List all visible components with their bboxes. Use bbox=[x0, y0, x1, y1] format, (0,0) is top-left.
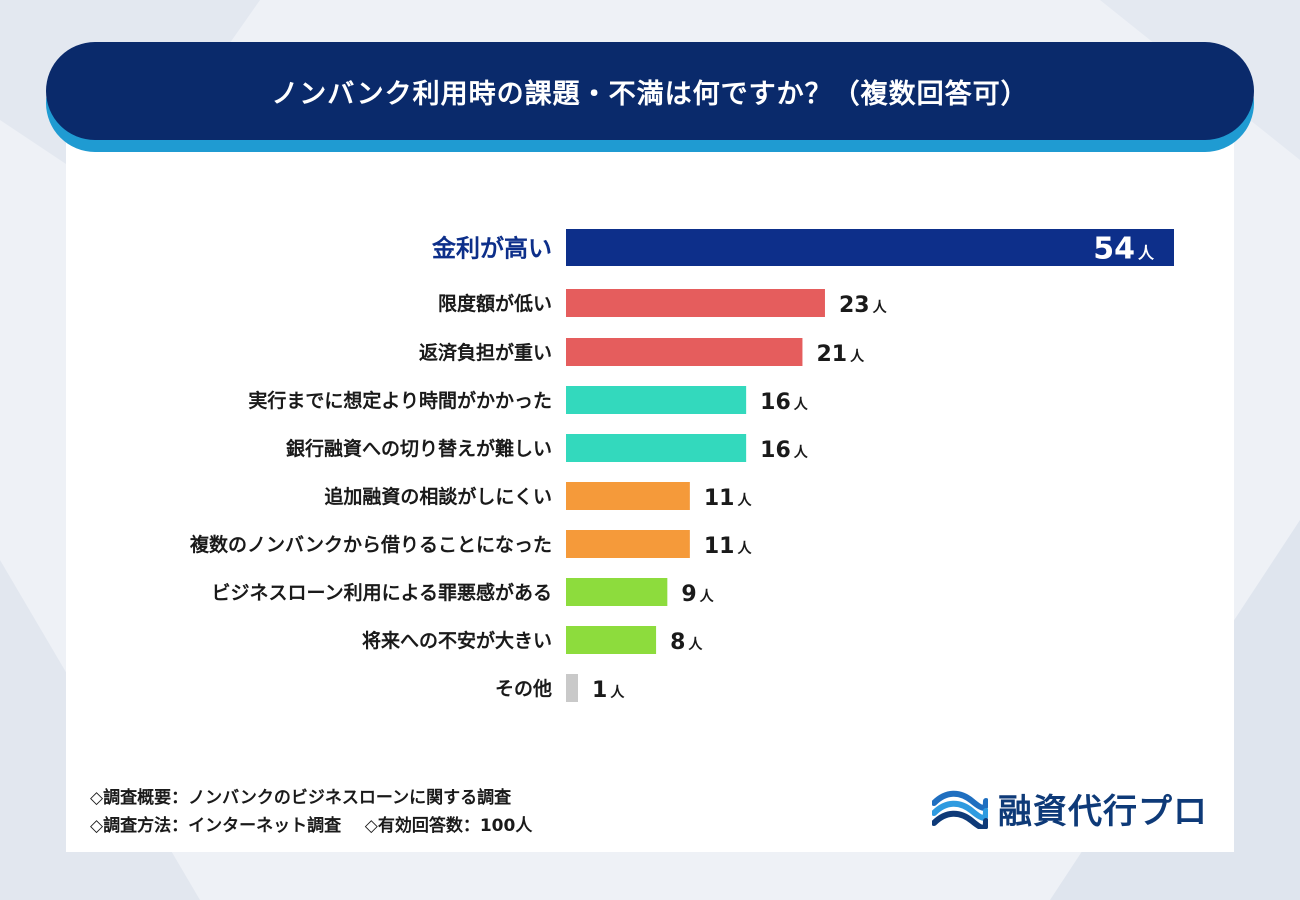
bar-5 bbox=[566, 434, 747, 462]
note-valid-responses: ◇有効回答数：100人 bbox=[364, 816, 533, 836]
value-label-3: 21 人 bbox=[816, 342, 865, 367]
value-label-5: 16 人 bbox=[760, 438, 809, 463]
note-line-2: ◇調査方法：インターネット調査 ◇有効回答数：100人 bbox=[90, 812, 532, 840]
value-label-1: 54 人 bbox=[1093, 232, 1155, 267]
category-label-5: 銀行融資への切り替えが難しい bbox=[286, 437, 552, 460]
category-label-4: 実行までに想定より時間がかかった bbox=[248, 389, 552, 412]
brand-logo: 融資代行プロ bbox=[932, 784, 1208, 833]
bar-7 bbox=[566, 530, 690, 558]
bar-6 bbox=[566, 482, 690, 510]
value-label-4: 16 人 bbox=[760, 390, 809, 415]
value-label-2: 23 人 bbox=[839, 293, 888, 318]
note-survey-method: ◇調査方法：インターネット調査 bbox=[90, 816, 342, 836]
category-label-1: 金利が高い bbox=[431, 235, 552, 263]
category-label-3: 返済負担が重い bbox=[419, 341, 552, 364]
bar-3 bbox=[566, 338, 803, 366]
bar-1 bbox=[566, 229, 1174, 266]
category-label-9: 将来への不安が大きい bbox=[362, 629, 552, 652]
bar-10 bbox=[566, 674, 578, 702]
category-label-6: 追加融資の相談がしにくい bbox=[324, 485, 552, 508]
category-label-8: ビジネスローン利用による罪悪感がある bbox=[212, 581, 552, 604]
title-bar: ノンバンク利用時の課題・不満は何ですか？（複数回答可） bbox=[46, 42, 1254, 140]
logo-text: 融資代行プロ bbox=[998, 792, 1208, 832]
category-label-2: 限度額が低い bbox=[438, 292, 552, 315]
bar-2 bbox=[566, 289, 825, 317]
wave-logo-icon bbox=[932, 790, 988, 829]
note-survey-summary: ◇調査概要：ノンバンクのビジネスローンに関する調査 bbox=[90, 788, 512, 808]
survey-notes: ◇調査概要：ノンバンクのビジネスローンに関する調査 ◇調査方法：インターネット調… bbox=[90, 784, 532, 840]
chart-title: ノンバンク利用時の課題・不満は何ですか？（複数回答可） bbox=[271, 78, 1029, 110]
chart-card bbox=[66, 96, 1234, 852]
value-label-6: 11 人 bbox=[704, 486, 753, 511]
bar-4 bbox=[566, 386, 747, 414]
note-line-1: ◇調査概要：ノンバンクのビジネスローンに関する調査 bbox=[90, 784, 532, 812]
bar-8 bbox=[566, 578, 668, 606]
category-label-10: その他 bbox=[495, 677, 552, 700]
category-label-7: 複数のノンバンクから借りることになった bbox=[189, 533, 552, 556]
bar-9 bbox=[566, 626, 657, 654]
value-label-7: 11 人 bbox=[704, 534, 753, 559]
